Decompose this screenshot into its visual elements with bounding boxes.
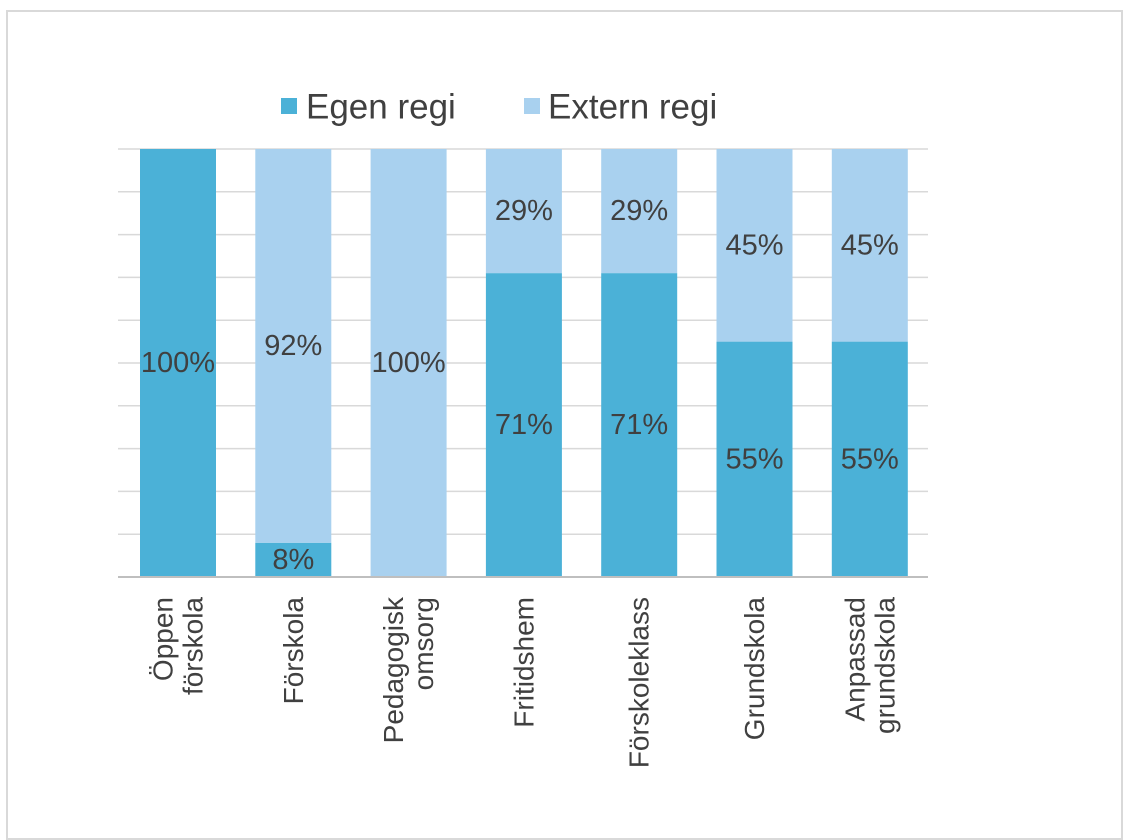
data-label: 8% — [272, 544, 314, 576]
bar-extern — [831, 149, 908, 342]
category-label: förskola — [178, 597, 209, 695]
bar-extern — [716, 149, 793, 342]
category-label: Pedagogisk — [378, 596, 409, 743]
category-label: grundskola — [869, 597, 900, 734]
category-label: Förskoleklass — [624, 597, 655, 768]
category-labels: Öppen förskola Förskola Pedagogisk omsorg Fri… — [148, 596, 901, 768]
bar-extern — [370, 149, 447, 577]
bar-egen — [601, 273, 678, 577]
legend-swatch-extern — [524, 98, 540, 114]
data-label: 29% — [495, 195, 553, 227]
data-label: 71% — [495, 409, 553, 441]
data-label: 92% — [264, 330, 322, 362]
bar-egen — [831, 341, 908, 577]
category-label: Anpassad — [839, 597, 870, 722]
bar-extern — [485, 149, 562, 274]
legend: Egen regi Extern regi — [281, 88, 717, 127]
category-label: Grundskola — [739, 597, 770, 741]
category-label: Fritidshem — [508, 597, 539, 728]
data-label: 55% — [841, 443, 899, 475]
data-label: 100% — [141, 347, 215, 379]
data-labels: 100% 8% 92% 100% 71% 29% 71% 29% 55% 45% 55% 45% — [141, 195, 899, 576]
legend-swatch-egen — [281, 98, 297, 114]
category-label: omsorg — [408, 597, 439, 690]
category-label: Förskola — [278, 597, 309, 705]
bar-egen — [255, 542, 332, 577]
data-label: 45% — [841, 229, 899, 261]
data-label: 71% — [610, 409, 668, 441]
bar-egen — [716, 341, 793, 577]
bars — [140, 149, 908, 577]
data-label: 45% — [725, 229, 783, 261]
bar-egen — [485, 273, 562, 577]
bar-egen — [140, 149, 216, 577]
data-label: 55% — [725, 443, 783, 475]
bar-extern — [601, 149, 678, 274]
data-label: 29% — [610, 195, 668, 227]
bar-extern — [255, 149, 332, 543]
data-label: 100% — [372, 347, 446, 379]
category-label: Öppen — [148, 597, 179, 681]
legend-label-extern: Extern regi — [548, 88, 717, 127]
legend-label-egen: Egen regi — [306, 88, 456, 127]
